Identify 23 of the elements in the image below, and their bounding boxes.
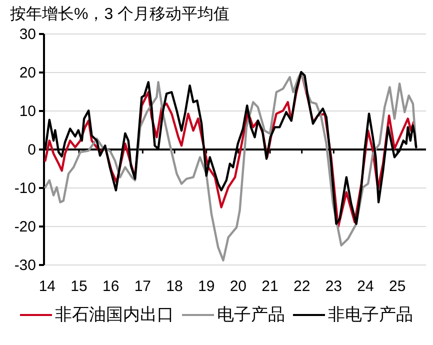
legend-label: 非电子产品 <box>328 304 413 326</box>
x-tick-label: 16 <box>102 278 120 295</box>
x-tick-label: 14 <box>38 278 56 295</box>
x-tick-label: 21 <box>262 278 278 295</box>
x-tick-label: 25 <box>389 278 406 295</box>
y-tick-label: 10 <box>19 103 36 120</box>
legend-label: 非石油国内出口 <box>55 304 174 326</box>
chart-title: 按年增长%，3 个月移动平均值 <box>10 4 230 25</box>
x-tick-label: 15 <box>70 278 88 295</box>
legend-label: 电子产品 <box>217 304 285 326</box>
x-tick-label: 22 <box>294 278 310 295</box>
x-tick-label: 23 <box>325 278 342 295</box>
x-tick-label: 18 <box>166 278 183 295</box>
y-tick-label: -20 <box>14 218 36 236</box>
x-tick-label: 17 <box>134 278 152 295</box>
x-tick-label: 24 <box>357 278 374 295</box>
y-tick-label: -10 <box>14 180 36 197</box>
y-tick-label: 0 <box>28 142 36 158</box>
y-tick-label: 30 <box>19 26 36 43</box>
x-tick-label: 20 <box>230 278 247 295</box>
y-tick-label: -30 <box>14 257 36 274</box>
y-tick-label: 20 <box>19 64 36 82</box>
x-tick-label: 19 <box>198 278 215 295</box>
